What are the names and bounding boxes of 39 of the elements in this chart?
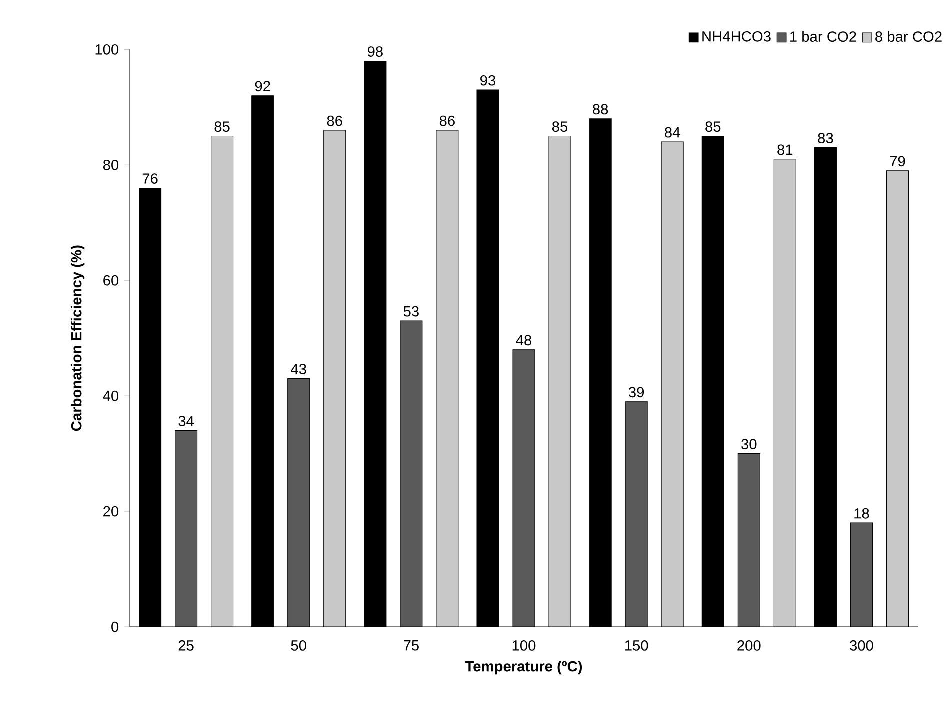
data-label: 30	[742, 439, 757, 450]
data-label: 88	[593, 104, 608, 115]
data-label: 85	[706, 122, 721, 132]
data-label: 92	[255, 81, 270, 92]
x-tick-label: 150	[625, 640, 648, 651]
x-axis-title: Temperature (ºC)	[465, 660, 582, 675]
data-label: 93	[480, 75, 496, 86]
x-tick-label: 200	[738, 640, 761, 651]
data-label: 98	[368, 46, 383, 57]
data-label: 86	[327, 116, 342, 126]
y-tick-label: 40	[103, 390, 119, 402]
y-tick-label: 0	[112, 622, 119, 632]
y-tick-label: 100	[96, 44, 119, 55]
data-label: 85	[214, 122, 230, 132]
legend-label: NH4HCO3	[702, 31, 771, 42]
data-label: 85	[552, 122, 568, 132]
x-tick-label: 25	[178, 640, 194, 651]
y-tick-label: 80	[103, 160, 119, 170]
data-label: 43	[291, 364, 306, 374]
data-label: 76	[142, 174, 158, 184]
legend-label: 1 bar CO2	[790, 31, 856, 42]
data-label: 79	[890, 156, 906, 167]
y-axis-title: Carbonation Efficiency (%)	[70, 246, 85, 432]
data-label: 53	[404, 306, 419, 317]
x-tick-label: 300	[850, 640, 874, 651]
x-tick-label: 50	[291, 640, 306, 651]
data-label: 34	[178, 416, 194, 426]
data-label: 86	[440, 116, 455, 126]
x-tick-label: 100	[512, 640, 536, 651]
data-label: 81	[778, 144, 793, 156]
y-tick-label: 20	[104, 506, 119, 517]
data-label: 83	[818, 133, 834, 144]
y-tick-label: 60	[104, 275, 119, 286]
data-label: 18	[854, 508, 870, 519]
data-label: 84	[665, 127, 680, 138]
x-tick-label: 75	[404, 640, 419, 651]
data-label: 48	[516, 335, 532, 346]
data-label: 39	[628, 387, 644, 398]
legend-label: 8 bar CO2	[876, 31, 942, 42]
